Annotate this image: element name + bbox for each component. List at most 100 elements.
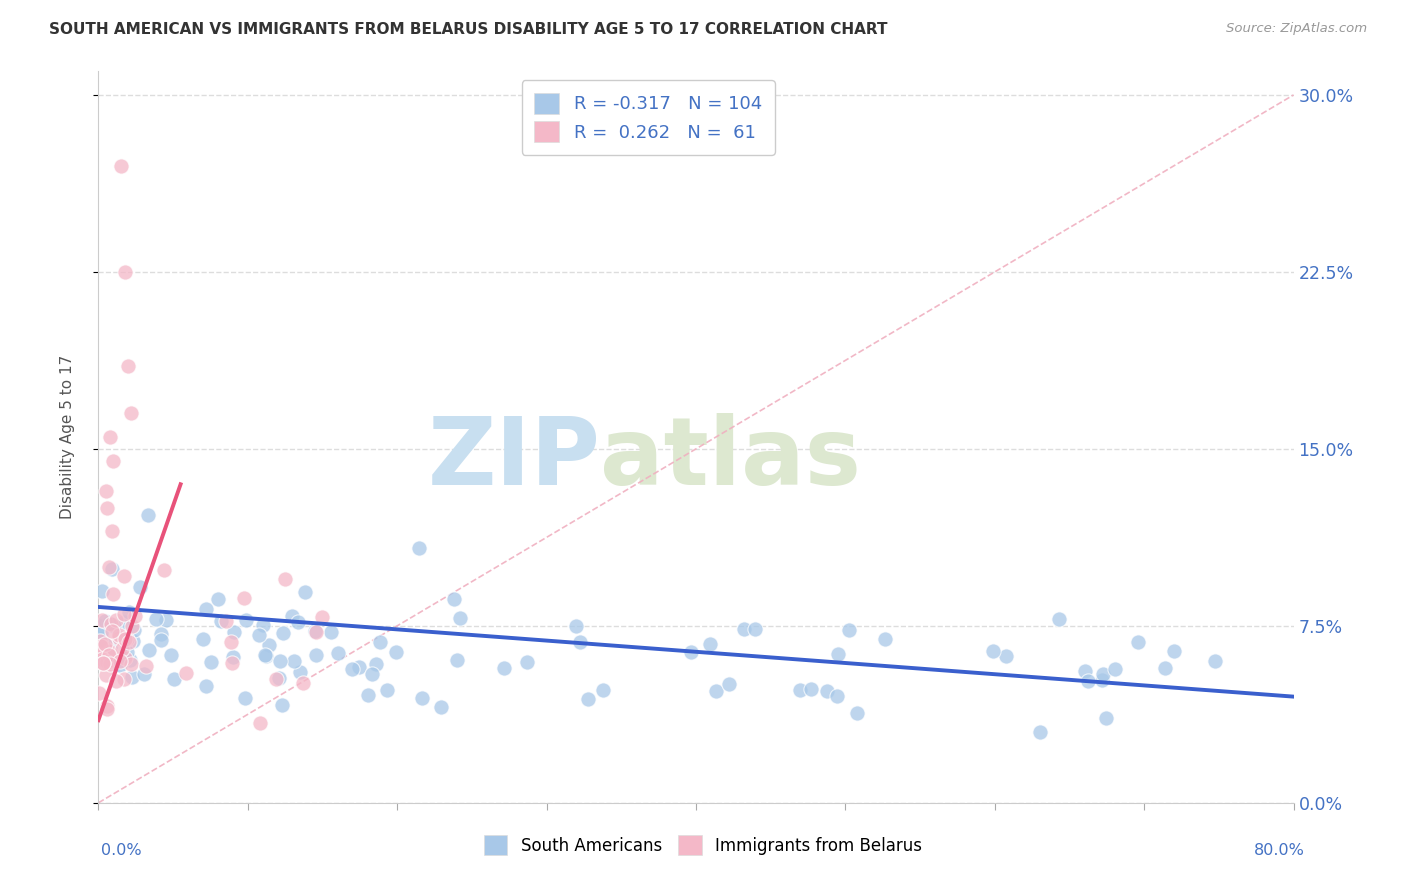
Point (153, 563, 176, 577)
Point (98, 648, 121, 662)
Point (191, 632, 214, 646)
Point (110, 641, 132, 656)
Point (385, 645, 408, 659)
Point (679, 645, 702, 659)
Point (98, 644, 121, 658)
Point (90, 632, 112, 647)
Text: SOUTH AMERICAN VS IMMIGRANTS FROM BELARUS DISABILITY AGE 5 TO 17 CORRELATION CHA: SOUTH AMERICAN VS IMMIGRANTS FROM BELARU… (49, 22, 887, 37)
Point (194, 602, 217, 616)
Point (105, 673, 128, 688)
Legend: R = -0.317   N = 104, R =  0.262   N =  61: R = -0.317 N = 104, R = 0.262 N = 61 (522, 80, 775, 154)
Point (110, 159, 132, 173)
Point (112, 568, 135, 582)
Point (733, 622, 755, 636)
Point (90, 650, 112, 665)
Point (94, 641, 117, 656)
Point (1204, 654, 1226, 668)
Point (103, 453, 125, 467)
Point (132, 666, 155, 681)
Point (995, 649, 1018, 664)
Point (1091, 666, 1114, 681)
Point (114, 265, 136, 279)
Point (827, 647, 849, 661)
Legend: South Americans, Immigrants from Belarus: South Americans, Immigrants from Belarus (477, 829, 929, 862)
Point (96, 655, 118, 669)
Point (120, 407, 142, 421)
Point (117, 359, 139, 374)
Point (128, 580, 150, 594)
Point (100, 617, 122, 632)
Point (215, 615, 238, 629)
Point (103, 619, 125, 633)
Point (112, 672, 135, 686)
Point (305, 625, 328, 640)
Point (108, 658, 131, 673)
Point (235, 613, 257, 627)
Point (292, 676, 315, 690)
Point (112, 615, 135, 629)
Point (93, 637, 115, 651)
Point (114, 650, 136, 665)
Point (815, 684, 838, 698)
Point (98, 640, 121, 654)
Point (118, 634, 141, 648)
Point (114, 649, 136, 664)
Point (94, 614, 117, 628)
Point (1126, 634, 1149, 648)
Point (120, 657, 142, 672)
Point (90, 619, 112, 633)
Point (446, 653, 468, 667)
Point (124, 608, 146, 623)
Point (115, 645, 138, 659)
Point (326, 646, 349, 660)
Point (121, 670, 143, 684)
Point (105, 613, 128, 627)
Point (90, 626, 112, 640)
Text: ZIP: ZIP (427, 413, 600, 505)
Point (1154, 661, 1177, 675)
Point (366, 657, 388, 672)
Point (149, 627, 172, 641)
Point (249, 716, 271, 731)
Point (94, 484, 117, 499)
Point (592, 683, 614, 698)
Point (162, 672, 184, 686)
Point (443, 592, 465, 607)
Point (118, 652, 141, 666)
Point (825, 689, 848, 703)
Point (269, 654, 291, 668)
Point (494, 661, 516, 675)
Point (160, 648, 183, 662)
Point (273, 626, 295, 640)
Point (288, 665, 311, 679)
Point (304, 648, 326, 662)
Point (145, 612, 167, 626)
Point (101, 624, 124, 639)
Point (699, 637, 721, 651)
Point (91, 652, 114, 666)
Point (321, 624, 343, 639)
Point (411, 691, 433, 706)
Text: atlas: atlas (600, 413, 862, 505)
Point (91, 656, 114, 670)
Point (207, 591, 229, 606)
Point (875, 632, 897, 647)
Point (449, 611, 471, 625)
Point (717, 677, 740, 691)
Point (569, 635, 592, 649)
Point (273, 573, 295, 587)
Point (838, 623, 860, 637)
Text: 0.0%: 0.0% (101, 843, 142, 858)
Point (304, 624, 326, 638)
Point (91, 583, 114, 598)
Point (375, 683, 398, 698)
Point (94, 668, 117, 682)
Point (1077, 673, 1099, 688)
Y-axis label: Disability Age 5 to 17: Disability Age 5 to 17 (60, 355, 75, 519)
Point (576, 692, 599, 706)
Point (221, 656, 243, 670)
Point (283, 654, 305, 668)
Point (200, 655, 222, 669)
Point (340, 663, 363, 677)
Point (122, 623, 145, 637)
